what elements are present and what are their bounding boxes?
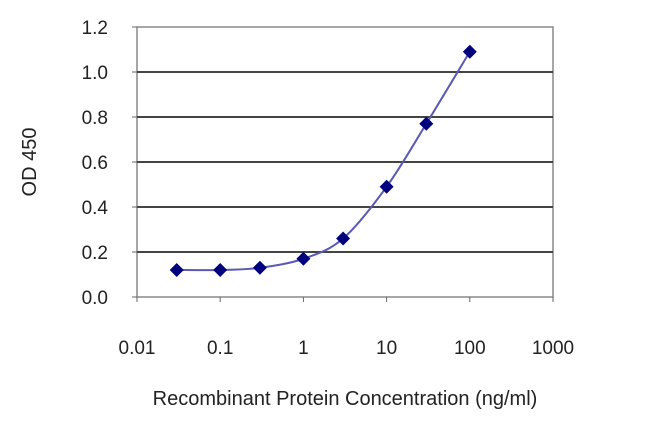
data-point — [462, 44, 477, 59]
y-tick-label: 0.0 — [82, 288, 108, 309]
x-tick-label: 1000 — [532, 338, 574, 359]
x-tick-label: 0.01 — [119, 338, 156, 359]
data-point — [169, 263, 184, 277]
data-point — [379, 179, 394, 194]
y-tick-label: 0.4 — [82, 198, 109, 219]
y-tick-label: 0.6 — [82, 153, 108, 174]
data-point — [252, 260, 267, 275]
x-tick-label: 10 — [376, 338, 397, 359]
y-tick-label: 0.8 — [82, 108, 108, 129]
data-point — [296, 251, 311, 266]
x-axis-label: Recombinant Protein Concentration (ng/ml… — [153, 388, 538, 410]
data-point — [419, 116, 434, 131]
x-tick-label: 1 — [298, 338, 309, 359]
y-tick-label: 1.2 — [82, 18, 108, 39]
x-tick-label: 0.1 — [207, 338, 233, 359]
y-tick-label: 1.0 — [82, 63, 108, 84]
x-tick-label: 100 — [454, 338, 486, 359]
y-tick-label: 0.2 — [82, 243, 108, 264]
data-point — [213, 263, 228, 277]
y-axis-label: OD 450 — [19, 128, 41, 197]
data-point — [336, 231, 351, 246]
